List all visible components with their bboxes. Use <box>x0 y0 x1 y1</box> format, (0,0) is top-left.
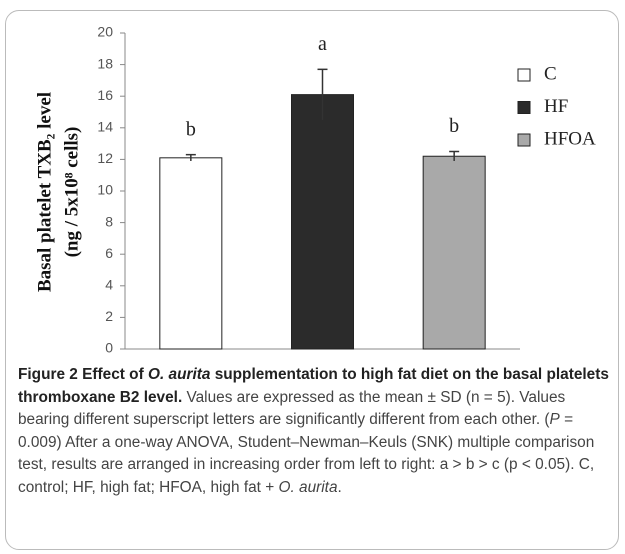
y-tick-label: 2 <box>105 308 113 324</box>
y-tick-label: 4 <box>105 277 113 293</box>
caption-text: . <box>337 478 342 496</box>
y-tick-label: 10 <box>97 182 113 198</box>
caption-text: supplementation to high fat diet on the … <box>18 366 609 406</box>
y-tick-label: 12 <box>97 150 113 166</box>
y-tick-label: 18 <box>97 55 113 71</box>
y-axis-label: Basal platelet TXB₂ level <box>34 92 55 292</box>
caption-text: P <box>549 411 560 428</box>
y-tick-label: 6 <box>105 245 113 261</box>
caption-text: O. aurita <box>278 478 338 496</box>
caption: Figure 2 Effect of O. aurita supplementa… <box>18 364 614 499</box>
legend-swatch <box>517 68 531 82</box>
y-tick-label: 16 <box>97 87 113 103</box>
legend-swatch <box>517 101 531 114</box>
legend-label: HF <box>544 96 568 117</box>
annotation: b <box>449 115 459 137</box>
caption-text: = 0.009) After a one-way ANOVA, Student–… <box>18 411 595 496</box>
bar <box>159 157 223 350</box>
legend-label: HFOA <box>544 128 596 149</box>
annotation: b <box>186 118 196 140</box>
y-tick-label: 20 <box>97 24 113 40</box>
annotation: a <box>318 33 327 55</box>
caption-text: O. aurita <box>147 366 211 383</box>
legend-label: C <box>544 63 557 84</box>
legend-swatch <box>517 133 531 147</box>
bar <box>291 94 354 350</box>
chart: 0 2 4 6 8 10 12 14 16 18 20 Basal platelet TXB₂ lev… <box>34 24 596 356</box>
y-tick-label: 14 <box>97 119 113 135</box>
y-tick-label: 0 <box>105 340 113 356</box>
caption-text: Figure 2 Effect of <box>18 366 148 383</box>
y-tick-label: 8 <box>105 213 113 229</box>
caption-title: Figure 2 Effect of O. aurita supplementa… <box>18 366 609 406</box>
bar <box>422 155 486 350</box>
y-axis-label: (ng / 5x10⁸ cells) <box>61 127 82 258</box>
caption-text: Values are expressed as the mean ± SD (n… <box>18 388 566 429</box>
frame <box>5 10 619 550</box>
